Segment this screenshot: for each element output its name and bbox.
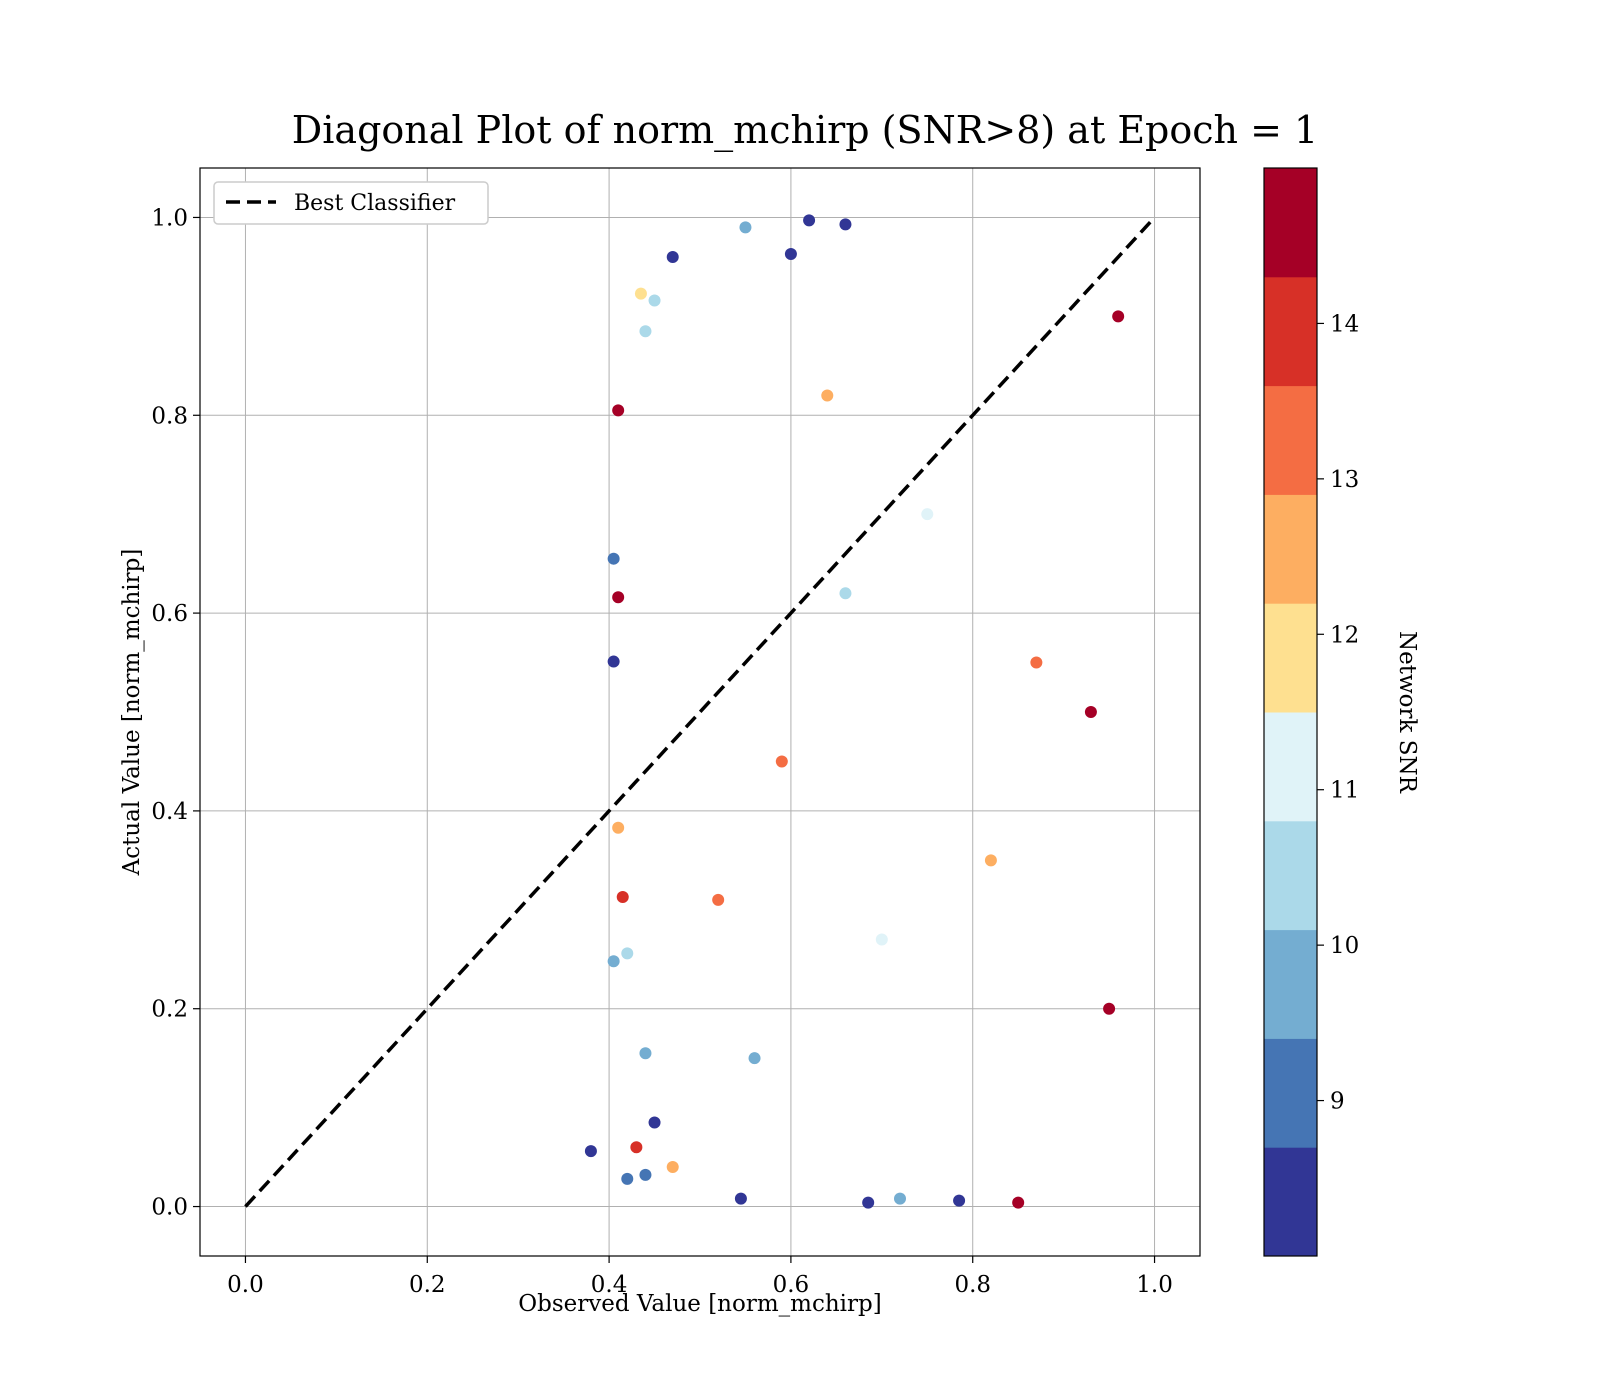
scatter-point xyxy=(1030,656,1043,669)
y-tick-label: 0.6 xyxy=(151,601,188,627)
scatter-point xyxy=(612,821,625,834)
scatter-point xyxy=(639,1047,652,1060)
x-axis: 0.0 0.2 0.4 0.6 0.8 1.0 xyxy=(227,1256,1173,1298)
scatter-point xyxy=(839,587,852,600)
scatter-point xyxy=(921,508,934,521)
best-classifier-line xyxy=(244,216,1156,1208)
scatter-point xyxy=(639,325,652,338)
colorbar-tick-label: 9 xyxy=(1330,1089,1345,1115)
scatter-point xyxy=(748,1052,761,1065)
scatter-point xyxy=(1084,706,1097,718)
colorbar-tick-label: 13 xyxy=(1330,467,1359,493)
scatter-point xyxy=(630,1141,643,1154)
scatter-point xyxy=(784,248,797,261)
scatter-point xyxy=(803,214,816,227)
y-tick-label: 0.8 xyxy=(151,403,188,429)
scatter-point xyxy=(739,221,752,234)
scatter-point xyxy=(607,955,620,968)
colorbar-segment xyxy=(1264,494,1317,604)
scatter-point xyxy=(612,404,625,417)
scatter-point xyxy=(621,1172,634,1185)
y-tick-label: 0.2 xyxy=(151,997,188,1023)
colorbar-tick-label: 12 xyxy=(1330,622,1359,648)
y-axis: 0.0 0.2 0.4 0.6 0.8 1.0 xyxy=(151,205,200,1221)
colorbar-tick-label: 10 xyxy=(1330,933,1359,959)
colorbar-segment xyxy=(1264,820,1317,931)
scatter-point xyxy=(1112,310,1125,323)
scatter-point xyxy=(648,1116,661,1129)
x-tick-label: 0.6 xyxy=(773,1272,810,1298)
scatter-point xyxy=(894,1192,906,1205)
scatter-point xyxy=(839,218,852,231)
scatter-point xyxy=(875,933,888,946)
scatter-point xyxy=(775,755,788,768)
colorbar-frame xyxy=(1263,167,1318,1257)
scatter-point xyxy=(712,893,725,906)
x-axis-label: Observed Value [norm_mchirp] xyxy=(518,1291,881,1317)
colorbar-label: Network SNR xyxy=(1394,631,1420,794)
scatter-point xyxy=(607,655,620,668)
scatter-point xyxy=(821,389,834,402)
legend-label: Best Classifier xyxy=(294,191,456,216)
scatter-point xyxy=(862,1196,875,1209)
scatter-point xyxy=(634,287,647,300)
colorbar-segment xyxy=(1264,385,1317,495)
scatter-point xyxy=(639,1168,652,1181)
scatter-point xyxy=(666,1160,679,1173)
x-tick-label: 1.0 xyxy=(1136,1272,1173,1298)
scatter-point xyxy=(612,591,625,604)
x-tick-label: 0.0 xyxy=(227,1272,264,1298)
chart-title: Diagonal Plot of norm_mchirp (SNR>8) at … xyxy=(292,108,1318,153)
scatter-point xyxy=(734,1192,747,1205)
colorbar-tick-label: 11 xyxy=(1330,778,1359,804)
colorbar-tick-label: 14 xyxy=(1330,311,1359,337)
plot-frame xyxy=(199,167,1201,1257)
scatter-point xyxy=(648,294,661,307)
scatter-point xyxy=(616,890,629,903)
colorbar xyxy=(1264,168,1317,1257)
colorbar-ticks: 9 10 11 12 13 14 xyxy=(1317,311,1359,1115)
x-tick-label: 0.4 xyxy=(591,1272,628,1298)
scatter-point xyxy=(953,1194,966,1207)
colorbar-segment xyxy=(1264,1038,1317,1148)
x-tick-label: 0.2 xyxy=(409,1272,446,1298)
colorbar-segment xyxy=(1264,712,1317,822)
scatter-point xyxy=(666,251,679,264)
scatter-points xyxy=(584,214,1125,1209)
x-tick-label: 0.8 xyxy=(954,1272,991,1298)
colorbar-segment xyxy=(1264,276,1317,387)
colorbar-segment xyxy=(1264,168,1317,278)
colorbar-segment xyxy=(1264,1147,1317,1257)
legend-box xyxy=(213,181,489,225)
scatter-point xyxy=(621,947,634,960)
scatter-point xyxy=(1012,1196,1025,1209)
colorbar-segment xyxy=(1264,603,1317,713)
scatter-point xyxy=(984,854,997,867)
scatter-point xyxy=(584,1145,597,1158)
scatter-point xyxy=(1103,1002,1116,1015)
y-tick-label: 1.0 xyxy=(151,205,188,231)
legend: Best Classifier xyxy=(213,181,489,225)
y-axis-label: Actual Value [norm_mchirp] xyxy=(119,549,145,877)
scatter-point xyxy=(607,552,620,565)
colorbar-segment xyxy=(1264,929,1317,1039)
y-tick-label: 0.4 xyxy=(151,799,188,825)
y-tick-label: 0.0 xyxy=(151,1195,188,1221)
